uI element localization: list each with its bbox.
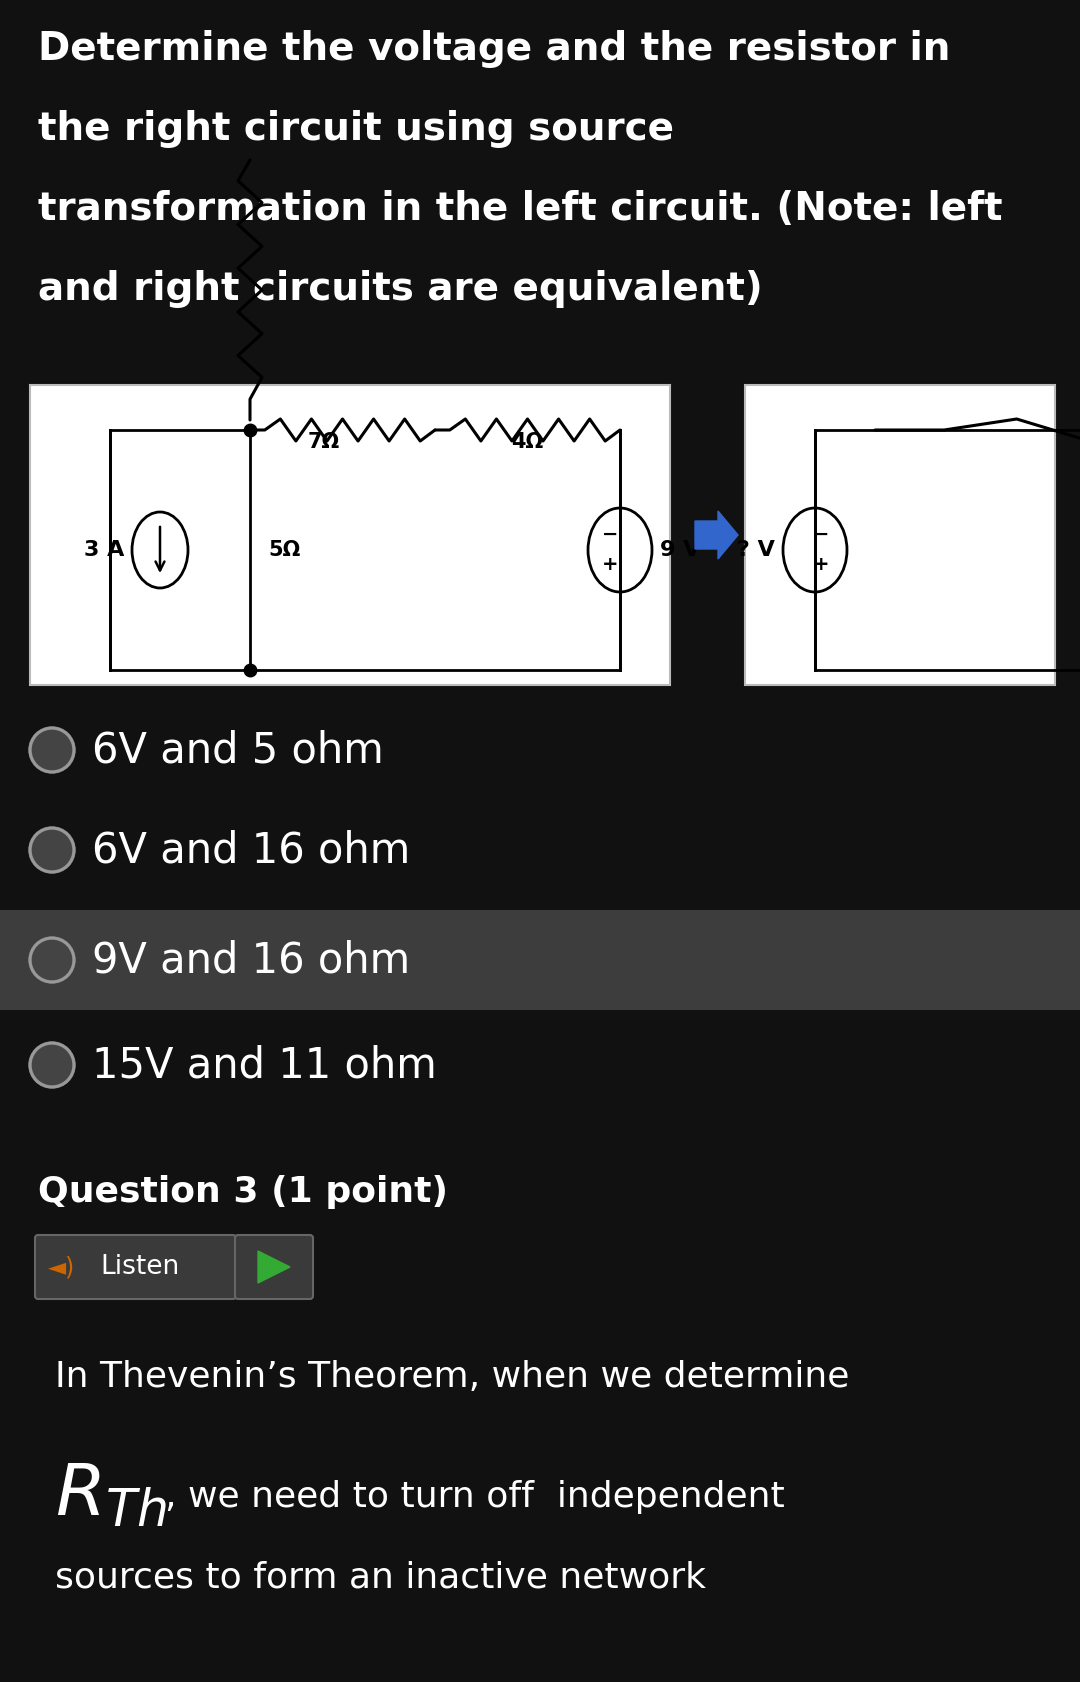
Text: +: + (602, 555, 618, 574)
Text: sources to form an inactive network: sources to form an inactive network (55, 1559, 706, 1595)
Text: 5Ω: 5Ω (268, 540, 300, 560)
Text: 4Ω: 4Ω (511, 432, 543, 452)
FancyBboxPatch shape (235, 1235, 313, 1299)
Text: $\mathit{R}_{Th}$: $\mathit{R}_{Th}$ (55, 1460, 166, 1529)
Text: 6V and 16 ohm: 6V and 16 ohm (92, 829, 410, 871)
Text: Listen: Listen (100, 1255, 179, 1280)
Text: 7Ω: 7Ω (308, 432, 340, 452)
Circle shape (30, 939, 75, 982)
Text: and right circuits are equivalent): and right circuits are equivalent) (38, 271, 762, 308)
Circle shape (30, 1043, 75, 1087)
Text: the right circuit using source: the right circuit using source (38, 109, 674, 148)
Text: 9V and 16 ohm: 9V and 16 ohm (92, 939, 410, 981)
Polygon shape (258, 1251, 291, 1283)
Text: 6V and 5 ohm: 6V and 5 ohm (92, 728, 383, 770)
Text: ? V: ? V (738, 540, 775, 560)
Text: In Thevenin’s Theorem, when we determine: In Thevenin’s Theorem, when we determine (55, 1361, 849, 1394)
Text: ◄): ◄) (49, 1255, 76, 1278)
Text: , we need to turn off  independent: , we need to turn off independent (165, 1480, 785, 1514)
Bar (30, 385, 670, 685)
FancyBboxPatch shape (35, 1235, 237, 1299)
Text: 9 V: 9 V (660, 540, 700, 560)
Text: −: − (602, 525, 618, 543)
FancyArrow shape (696, 511, 738, 558)
Text: Question 3 (1 point): Question 3 (1 point) (38, 1176, 448, 1209)
Text: Determine the voltage and the resistor in: Determine the voltage and the resistor i… (38, 30, 950, 67)
Text: transformation in the left circuit. (Note: left: transformation in the left circuit. (Not… (38, 190, 1002, 229)
Bar (745, 385, 1055, 685)
Circle shape (30, 728, 75, 772)
Bar (0, 910, 1080, 1009)
Text: −: − (813, 525, 829, 543)
Text: 3 A: 3 A (83, 540, 124, 560)
Text: 15V and 11 ohm: 15V and 11 ohm (92, 1045, 436, 1087)
Text: +: + (813, 555, 829, 574)
Circle shape (30, 828, 75, 871)
